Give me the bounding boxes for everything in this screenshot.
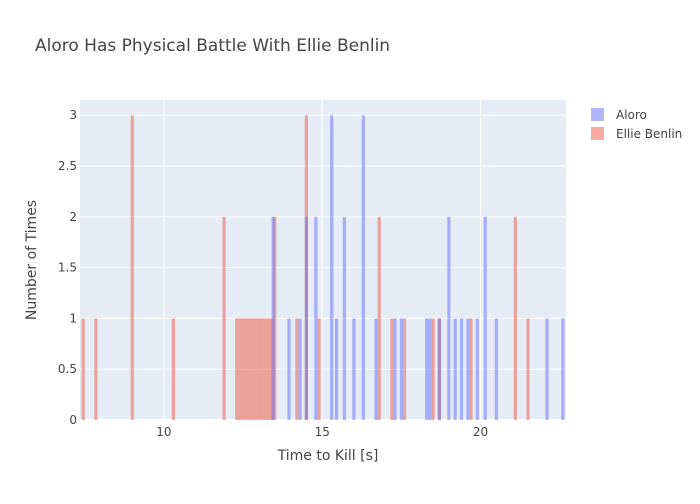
bar-aloro[interactable] — [459, 318, 464, 420]
x-tick-label: 15 — [315, 425, 330, 439]
bar-aloro[interactable] — [304, 216, 308, 420]
bar-ellie-benlin[interactable] — [130, 115, 134, 421]
bar-aloro[interactable] — [374, 318, 378, 420]
bar-aloro[interactable] — [352, 318, 356, 420]
legend-swatch-ellie-benlin[interactable] — [591, 127, 604, 140]
bar-ellie-benlin[interactable] — [469, 318, 473, 420]
bar-aloro[interactable] — [399, 318, 403, 420]
bar-ellie-benlin[interactable] — [263, 318, 267, 420]
bar-ellie-benlin[interactable] — [238, 318, 242, 420]
bar-aloro[interactable] — [342, 216, 346, 420]
y-tick-labels: 0 0.5 1 1.5 2 2.5 3 — [58, 108, 77, 427]
bar-ellie-benlin[interactable] — [377, 216, 381, 420]
bar-ellie-benlin[interactable] — [402, 318, 407, 420]
y-tick-label: 2.5 — [58, 159, 77, 173]
bar-aloro[interactable] — [447, 216, 451, 420]
bar-aloro[interactable] — [314, 216, 318, 420]
legend-label-aloro[interactable]: Aloro — [616, 108, 647, 122]
bar-ellie-benlin[interactable] — [526, 318, 530, 420]
legend-swatch-aloro[interactable] — [591, 108, 604, 121]
bar-aloro[interactable] — [483, 216, 487, 420]
bar-aloro[interactable] — [437, 318, 441, 420]
bar-aloro[interactable] — [271, 216, 275, 420]
bar-ellie-benlin[interactable] — [235, 318, 239, 420]
chart-title: Aloro Has Physical Battle With Ellie Ben… — [35, 36, 390, 56]
y-tick-label: 0.5 — [58, 362, 77, 376]
bar-ellie-benlin[interactable] — [390, 318, 394, 420]
bar-aloro[interactable] — [561, 318, 565, 420]
bar-ellie-benlin[interactable] — [513, 216, 517, 420]
bar-ellie-benlin[interactable] — [295, 318, 299, 420]
bar-ellie-benlin[interactable] — [260, 318, 264, 420]
grid-lines — [80, 100, 566, 421]
bar-aloro[interactable] — [428, 318, 432, 420]
bar-aloro[interactable] — [393, 318, 397, 420]
x-tick-label: 10 — [156, 425, 171, 439]
bar-aloro[interactable] — [361, 115, 365, 421]
bar-ellie-benlin[interactable] — [250, 318, 255, 420]
bar-ellie-benlin[interactable] — [254, 318, 258, 420]
bar-ellie-benlin[interactable] — [247, 318, 251, 420]
y-tick-label: 0 — [69, 413, 77, 427]
bars — [81, 115, 565, 421]
bar-ellie-benlin[interactable] — [244, 318, 248, 420]
bar-ellie-benlin[interactable] — [81, 318, 85, 420]
bar-ellie-benlin[interactable] — [241, 318, 245, 420]
bar-ellie-benlin[interactable] — [222, 216, 226, 420]
y-tick-label: 3 — [69, 108, 77, 122]
bar-ellie-benlin[interactable] — [317, 318, 321, 420]
y-tick-label: 2 — [69, 210, 77, 224]
plot-area — [80, 100, 566, 420]
y-axis-label: Number of Times — [24, 200, 40, 320]
y-tick-label: 1.5 — [58, 261, 77, 275]
bar-ellie-benlin[interactable] — [266, 318, 270, 420]
bar-aloro[interactable] — [494, 318, 498, 420]
bar-aloro[interactable] — [298, 318, 302, 420]
x-tick-labels: 10 15 20 — [156, 425, 488, 439]
bar-aloro[interactable] — [545, 318, 549, 420]
x-axis-label: Time to Kill [s] — [277, 448, 379, 464]
bar-aloro[interactable] — [330, 115, 334, 421]
legend-label-ellie-benlin[interactable]: Ellie Benlin — [616, 127, 682, 141]
bar-ellie-benlin[interactable] — [431, 318, 435, 420]
bar-aloro[interactable] — [334, 318, 339, 420]
bar-aloro[interactable] — [453, 318, 457, 420]
bar-ellie-benlin[interactable] — [257, 318, 261, 420]
bar-aloro[interactable] — [425, 318, 429, 420]
bar-aloro[interactable] — [287, 318, 291, 420]
legend: Aloro Ellie Benlin — [591, 108, 682, 141]
y-tick-label: 1 — [69, 311, 77, 325]
bar-ellie-benlin[interactable] — [171, 318, 175, 420]
bar-ellie-benlin[interactable] — [94, 318, 98, 420]
bar-aloro[interactable] — [466, 318, 470, 420]
x-tick-label: 20 — [473, 425, 488, 439]
bar-aloro[interactable] — [475, 318, 479, 420]
